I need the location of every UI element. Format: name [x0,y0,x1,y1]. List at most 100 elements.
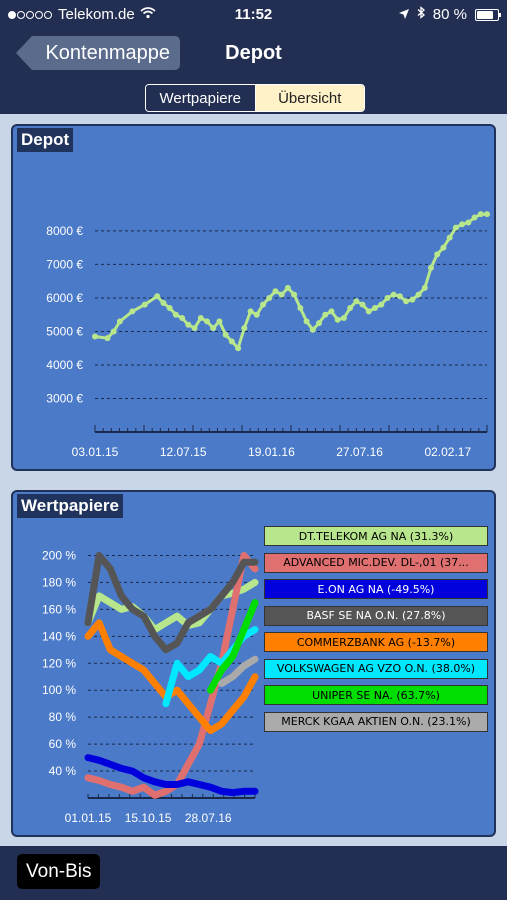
segment-bar: Wertpapiere Übersicht [0,80,507,114]
depot-data-point [191,325,198,332]
securities-panel-title: Wertpapiere [17,494,123,518]
depot-chart: 3000 € 4000 € 5000 € 6000 € 7000 € 8000 € 03.0… [46,211,490,459]
back-button[interactable]: Kontenmappe [16,36,180,70]
legend-item[interactable]: VOLKSWAGEN AG VZO O.N. (38.0%) [264,658,488,679]
depot-data-point [116,318,123,325]
x-tick-label: 15.10.15 [125,811,172,825]
depot-data-point [179,315,186,322]
y-tick-label: 60 % [49,737,77,751]
battery-icon [475,8,501,21]
y-tick-label: 100 % [42,683,76,697]
securities-chart: 40 % 60 % 80 % 100 % 120 % 140 % 160 % 180 % 200… [42,548,259,825]
depot-data-point [129,308,136,315]
depot-data-point [434,251,441,258]
depot-data-point [197,315,204,322]
status-right: 80 % [398,6,501,23]
status-left: Telekom.de [8,6,156,23]
y-tick-label: 6000 € [46,291,83,305]
segment-uebersicht[interactable]: Übersicht [255,85,364,111]
depot-data-point [210,325,217,332]
depot-data-point [471,214,478,221]
legend-item[interactable]: DT.TELEKOM AG NA (31.3%) [264,526,488,546]
depot-data-point [384,294,391,301]
depot-data-point [266,294,273,301]
depot-data-point [92,333,98,340]
depot-data-point [172,311,179,318]
depot-data-point [378,301,385,308]
segment-wertpapiere[interactable]: Wertpapiere [146,85,256,111]
depot-data-point [334,316,341,323]
bottom-toolbar: Von-Bis [0,846,507,900]
depot-data-point [309,326,316,333]
navigation-bar: Kontenmappe Depot [0,30,507,80]
depot-data-point [185,321,192,328]
depot-data-point [204,318,210,325]
y-tick-label: 8000 € [46,224,83,238]
depot-data-point [340,315,347,322]
legend-item[interactable]: ADVANCED MIC.DEV. DL-,01 (37... [264,552,488,573]
depot-data-point [141,301,148,308]
x-tick-label: 12.07.15 [160,445,207,459]
depot-data-point [160,299,167,306]
depot-data-point [477,211,484,218]
series-line [207,599,259,694]
y-tick-label: 120 % [42,656,76,670]
x-tick-label: 27.07.16 [336,445,383,459]
x-tick-label: 03.01.15 [72,445,119,459]
x-tick-label: 01.01.15 [65,811,112,825]
status-bar: Telekom.de 11:52 80 % [0,0,507,30]
depot-data-point [353,298,360,305]
bluetooth-icon [417,6,425,23]
series-line [218,655,259,687]
y-tick-label: 7000 € [46,257,83,271]
legend-item[interactable]: COMMERZBANK AG (-13.7%) [264,632,488,652]
depot-data-point [484,211,490,218]
series-line [84,552,259,654]
depot-data-point [459,221,466,228]
y-tick-label: 200 % [42,548,76,562]
legend-item[interactable]: E.ON AG NA (-49.5%) [264,579,488,599]
location-arrow-icon [398,6,409,23]
y-tick-label: 4000 € [46,358,83,372]
view-segmented-control: Wertpapiere Übersicht [145,84,365,112]
y-tick-label: 5000 € [46,324,83,338]
depot-data-point [260,301,266,308]
depot-data-point [465,219,472,226]
legend-item[interactable]: UNIPER SE NA. (63.7%) [264,685,488,705]
depot-data-point [222,331,229,338]
legend-item[interactable]: BASF SE NA O.N. (27.8%) [264,605,488,626]
depot-data-point [372,305,378,311]
legend-item[interactable]: MERCK KGAA AKTIEN O.N. (23.1%) [264,711,488,732]
depot-data-point [440,244,447,251]
depot-data-point [303,318,310,325]
depot-data-point [446,234,453,241]
depot-data-point [166,305,173,311]
depot-panel-title: Depot [17,128,74,152]
y-tick-label: 3000 € [46,391,83,405]
depot-data-point [421,284,428,291]
depot-data-point [365,308,372,315]
depot-data-point [390,291,397,298]
date-range-button[interactable]: Von-Bis [17,854,101,889]
depot-data-point [452,224,459,231]
depot-data-point [110,328,117,335]
depot-data-point [253,311,260,318]
depot-data-point [359,301,366,308]
x-tick-label: 19.01.16 [248,445,295,459]
signal-icon [8,6,53,23]
depot-series-line [94,212,487,350]
y-tick-label: 140 % [42,629,76,643]
series-line [84,754,259,797]
y-tick-label: 80 % [49,710,77,724]
depot-data-point [403,298,410,305]
depot-data-point [297,305,304,311]
depot-data-point [278,291,285,298]
depot-data-point [316,320,322,327]
status-time: 11:52 [234,6,273,23]
depot-data-point [415,291,422,298]
securities-chart-panel: 40 % 60 % 80 % 100 % 120 % 140 % 160 % 180 % 200… [11,490,496,837]
depot-data-point [104,335,111,342]
depot-data-point [241,325,248,332]
depot-data-point [272,288,279,295]
page-title: Depot [225,42,282,64]
